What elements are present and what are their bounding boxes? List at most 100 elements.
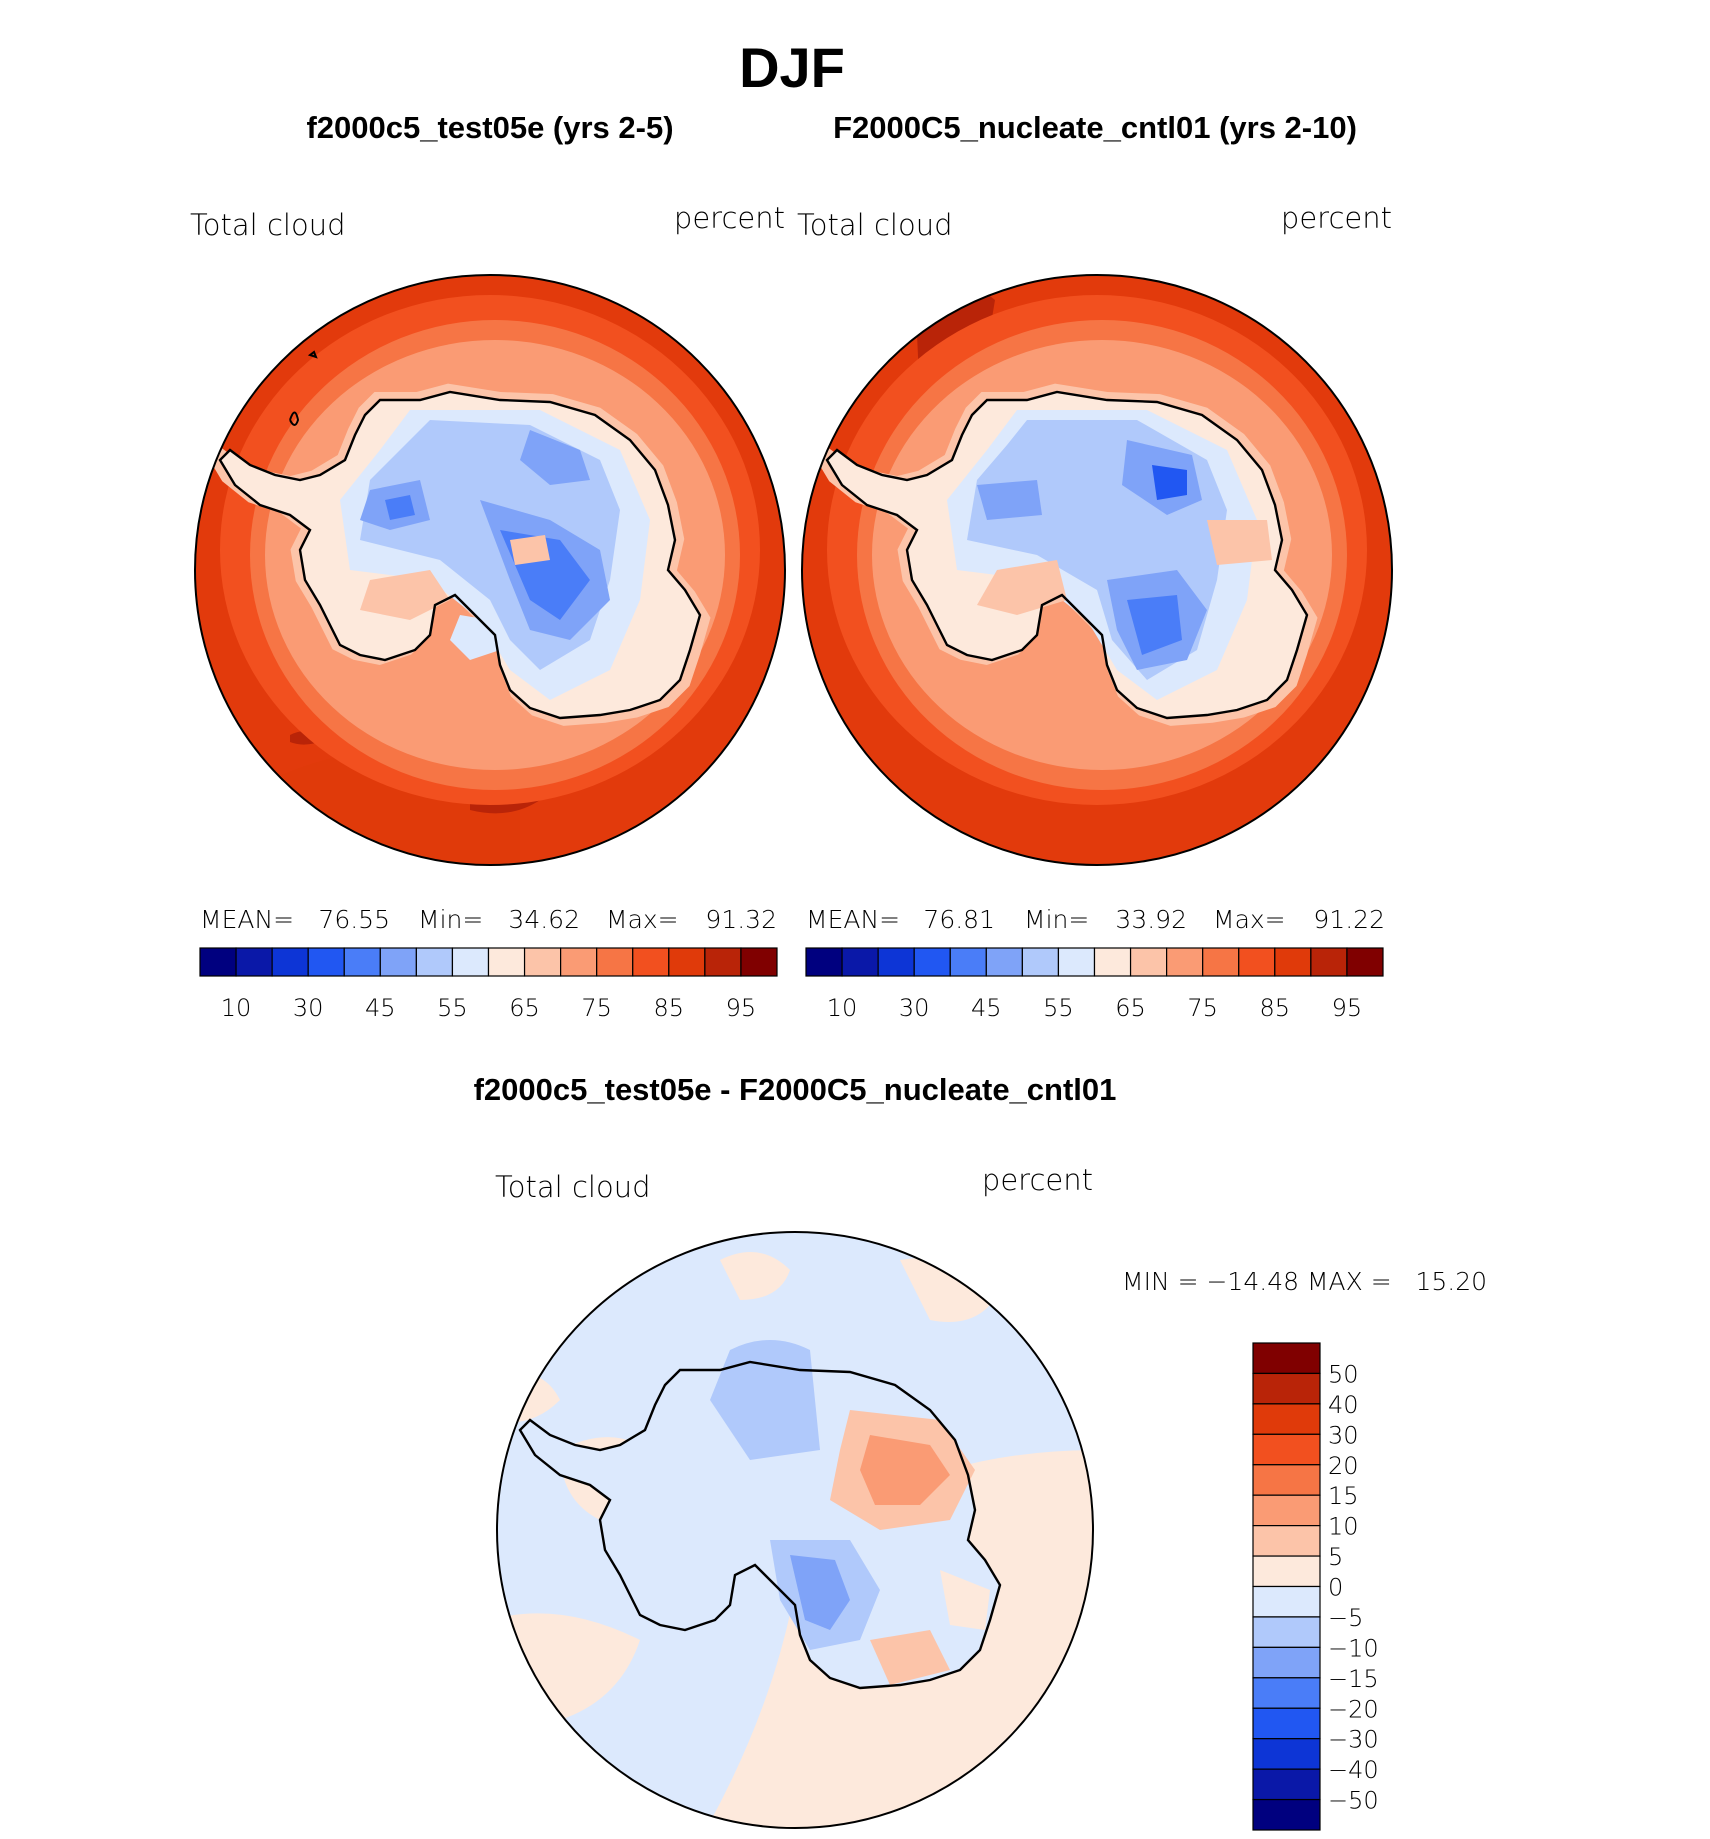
colorbar-swatch bbox=[1202, 947, 1240, 977]
colorbar-swatch bbox=[1252, 1555, 1321, 1588]
colorbar-swatch bbox=[1129, 947, 1168, 977]
colorbar-tick-label: 10 bbox=[827, 994, 858, 1022]
max-value: 91.32 bbox=[705, 905, 777, 934]
colorbar-swatch bbox=[1252, 1464, 1321, 1496]
stats-line: MEAN= 76.55 Min= 34.62 Max= 91.32 bbox=[200, 905, 777, 934]
colorbar-tick-label: −50 bbox=[1328, 1787, 1379, 1815]
colorbar-tick-label: 0 bbox=[1328, 1574, 1343, 1602]
colorbar-swatch bbox=[1057, 947, 1096, 977]
colorbar-swatch bbox=[1252, 1798, 1321, 1831]
colorbar-swatch bbox=[1252, 1585, 1321, 1618]
colorbar-swatch bbox=[1310, 947, 1348, 977]
colorbar-swatch bbox=[1252, 1403, 1321, 1435]
colorbar-swatch bbox=[1238, 947, 1276, 977]
colorbar-swatch bbox=[451, 947, 490, 977]
colorbar-horizontal: 10 30 45 55 65 75 85 95 bbox=[199, 947, 778, 1022]
colorbar-swatch bbox=[1252, 1677, 1321, 1709]
colorbar-swatch bbox=[487, 947, 526, 977]
max-label: Max= bbox=[606, 905, 679, 934]
colorbar-tick-label: 75 bbox=[581, 994, 612, 1022]
mean-value: 76.55 bbox=[318, 905, 390, 934]
colorbar-swatch bbox=[560, 947, 598, 977]
colorbar-tick-label: 65 bbox=[509, 994, 540, 1022]
max-value: 91.22 bbox=[1313, 905, 1385, 934]
colorbar-swatch bbox=[1166, 947, 1204, 977]
colorbar-swatch bbox=[1346, 947, 1384, 977]
min-value: 33.92 bbox=[1115, 905, 1187, 934]
colorbar-swatch bbox=[1252, 1738, 1321, 1770]
polar-map bbox=[195, 275, 785, 865]
range-text: MIN = −14.48 MAX = 15.20 bbox=[1122, 1267, 1487, 1296]
colorbar-swatch bbox=[632, 947, 670, 977]
polar-map bbox=[802, 275, 1392, 865]
colorbar-swatch bbox=[343, 947, 381, 977]
colorbar-swatch bbox=[949, 947, 987, 977]
colorbar-tick-label: 30 bbox=[293, 994, 324, 1022]
colorbar-tick-label: 45 bbox=[971, 994, 1002, 1022]
panel-difference: f2000c5_test05e - F2000C5_nucleate_cntl0… bbox=[474, 1072, 1487, 1831]
colorbar-tick-label: −40 bbox=[1328, 1756, 1379, 1784]
colorbar-swatch bbox=[1252, 1768, 1321, 1801]
mean-value: 76.81 bbox=[923, 905, 995, 934]
colorbar-tick-label: 15 bbox=[1328, 1482, 1359, 1510]
panel-title: f2000c5_test05e - F2000C5_nucleate_cntl0… bbox=[474, 1072, 1117, 1107]
colorbar-tick-label: 20 bbox=[1328, 1452, 1359, 1480]
stats-line: MEAN= 76.81 Min= 33.92 Max= 91.22 bbox=[806, 905, 1385, 934]
variable-label: Total cloud bbox=[797, 208, 952, 242]
colorbar-swatch bbox=[1252, 1646, 1321, 1679]
colorbar-swatch bbox=[841, 947, 879, 977]
variable-label: Total cloud bbox=[495, 1170, 650, 1204]
colorbar-tick-label: 45 bbox=[365, 994, 396, 1022]
colorbar-tick-label: 5 bbox=[1328, 1543, 1343, 1571]
units-label: percent bbox=[982, 1163, 1093, 1197]
colorbar-tick-label: 55 bbox=[1043, 994, 1074, 1022]
units-label: percent bbox=[674, 201, 785, 235]
colorbar-swatch bbox=[199, 947, 237, 977]
colorbar-swatch bbox=[1252, 1433, 1321, 1466]
colorbar-tick-label: 65 bbox=[1115, 994, 1146, 1022]
colorbar-swatch bbox=[805, 947, 843, 977]
panel-test05e: f2000c5_test05e (yrs 2-5) Total cloud pe… bbox=[190, 110, 786, 1022]
colorbar-swatch bbox=[1252, 1494, 1321, 1527]
colorbar-swatch bbox=[740, 947, 778, 977]
colorbar-tick-label: 75 bbox=[1187, 994, 1218, 1022]
colorbar-swatch bbox=[1274, 947, 1312, 977]
colorbar-tick-label: 85 bbox=[654, 994, 685, 1022]
colorbar-tick-label: 95 bbox=[726, 994, 757, 1022]
min-label: Min= bbox=[1024, 905, 1089, 934]
colorbar-tick-label: 30 bbox=[1328, 1421, 1359, 1449]
panel-title: F2000C5_nucleate_cntl01 (yrs 2-10) bbox=[833, 110, 1357, 145]
units-label: percent bbox=[1281, 201, 1392, 235]
panel-title: f2000c5_test05e (yrs 2-5) bbox=[306, 110, 673, 145]
colorbar-tick-label: −10 bbox=[1328, 1634, 1379, 1662]
panel-cntl01: F2000C5_nucleate_cntl01 (yrs 2-10) Total… bbox=[797, 110, 1393, 1022]
colorbar-swatch bbox=[1252, 1616, 1321, 1648]
colorbar-tick-label: −30 bbox=[1328, 1726, 1379, 1754]
colorbar-swatch bbox=[1021, 947, 1060, 977]
colorbar-tick-label: 10 bbox=[1328, 1513, 1359, 1541]
colorbar-swatch bbox=[307, 947, 345, 977]
colorbar-tick-label: 10 bbox=[221, 994, 252, 1022]
colorbar-swatch bbox=[1252, 1707, 1321, 1740]
colorbar-swatch bbox=[1093, 947, 1132, 977]
colorbar-tick-label: −5 bbox=[1328, 1604, 1363, 1632]
colorbar-swatch bbox=[1252, 1372, 1321, 1405]
colorbar-tick-label: 55 bbox=[437, 994, 468, 1022]
colorbar-swatch bbox=[379, 947, 417, 977]
min-value: 34.62 bbox=[508, 905, 580, 934]
colorbar-swatch bbox=[1252, 1525, 1321, 1557]
colorbar-swatch bbox=[271, 947, 309, 977]
colorbar-swatch bbox=[1252, 1342, 1321, 1375]
colorbar-tick-label: 50 bbox=[1328, 1360, 1359, 1388]
colorbar-tick-label: −15 bbox=[1328, 1665, 1379, 1693]
polar-map bbox=[497, 1232, 1093, 1828]
colorbar-tick-label: 85 bbox=[1260, 994, 1291, 1022]
variable-label: Total cloud bbox=[190, 208, 345, 242]
colorbar-swatch bbox=[668, 947, 706, 977]
min-label: Min= bbox=[418, 905, 483, 934]
colorbar-swatch bbox=[985, 947, 1023, 977]
mean-label: MEAN= bbox=[806, 905, 900, 934]
colorbar-horizontal: 10 30 45 55 65 75 85 95 bbox=[805, 947, 1384, 1022]
